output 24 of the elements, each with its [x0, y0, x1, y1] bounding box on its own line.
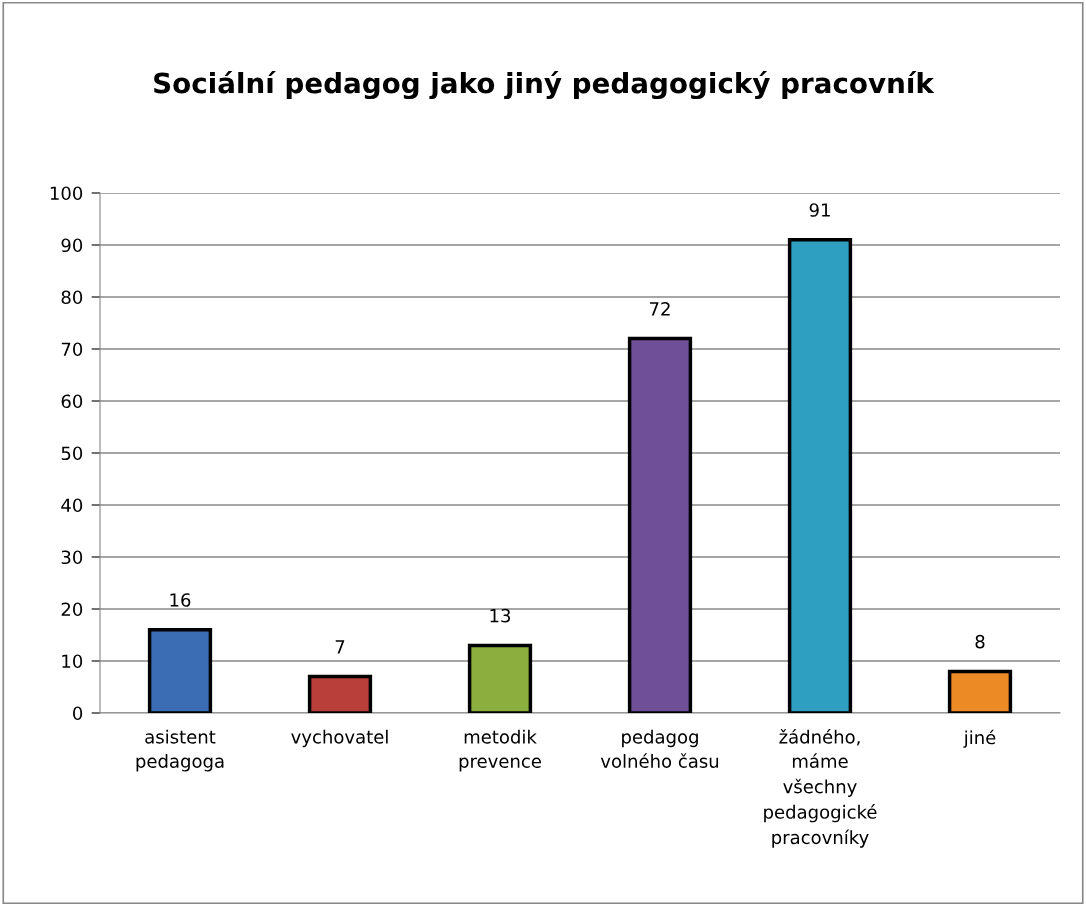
y-tick-label: 70 [61, 342, 83, 357]
x-tick-label: pedagog volného času [600, 729, 719, 768]
x-tick-label: metodik prevence [459, 729, 541, 772]
data-label: 13 [490, 608, 511, 623]
x-tick-label: jiné [963, 729, 996, 748]
x-tick-label: žádného, máme všechny pedagogické pracovníky [764, 728, 877, 848]
y-tick-label: 60 [61, 394, 83, 409]
y-tick-label: 30 [61, 550, 83, 565]
y-tick-label: 20 [61, 602, 83, 617]
y-tick-label: 100 [50, 186, 83, 201]
data-label: 8 [975, 634, 985, 649]
chart-title: Sociální pedagog jako jiný pedagogický pracovník [154, 70, 935, 100]
data-label: 7 [335, 640, 345, 654]
y-tick-label: 10 [62, 654, 83, 669]
x-tick-label: asistent pedagoga [136, 729, 224, 772]
data-label: 91 [809, 203, 830, 217]
x-tick-label: vychovatel [291, 729, 388, 748]
y-tick-label: 80 [61, 290, 83, 305]
y-tick-label: 50 [61, 446, 83, 461]
y-tick-label: 0 [73, 706, 83, 721]
data-label: 16 [170, 593, 191, 607]
y-tick-label: 90 [61, 238, 83, 253]
y-tick-label: 40 [61, 498, 83, 513]
data-label: 72 [649, 302, 670, 316]
